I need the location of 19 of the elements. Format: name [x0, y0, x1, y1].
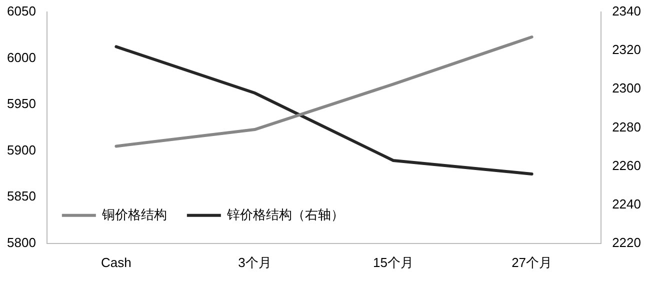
y2-tick-label: 2260: [612, 158, 641, 173]
legend-label: 铜价格结构: [100, 206, 167, 222]
y-tick-label: 6000: [7, 50, 36, 65]
y-tick-label: 5900: [7, 142, 36, 158]
x-tick-label: 15个月: [373, 254, 414, 270]
y2-tick-label: 2320: [612, 42, 641, 58]
y-tick-label: 5850: [7, 188, 36, 204]
y2-tick-label: 2300: [612, 80, 641, 96]
x-tick-label: 27个月: [512, 254, 552, 270]
y-tick-label: 5950: [7, 96, 36, 112]
x-tick-label: Cash: [101, 254, 132, 270]
legend-label: 锌价格结构（右轴）: [226, 206, 344, 222]
y2-tick-label: 2220: [612, 234, 641, 250]
x-tick-label: 3个月: [238, 254, 272, 270]
y-tick-label: 6050: [7, 4, 36, 19]
y2-tick-label: 2340: [612, 4, 641, 19]
y2-tick-label: 2280: [612, 119, 641, 134]
y2-tick-label: 2240: [612, 196, 641, 212]
y-tick-label: 5800: [7, 234, 36, 250]
